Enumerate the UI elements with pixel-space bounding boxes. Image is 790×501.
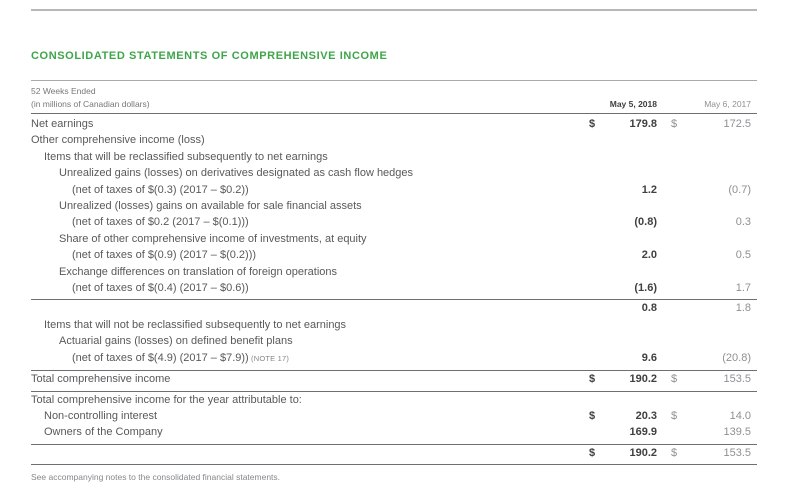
value-2018: 9.6 [641,351,657,364]
value-2017: 153.5 [723,373,751,386]
value-2018: 190.2 [629,373,657,386]
table-row: (net of taxes of $(0.4) (2017 – $0.6)) (1… [31,280,757,301]
row-label: (net of taxes of $(0.4) (2017 – $0.6)) [72,282,249,295]
value-2017: 153.5 [723,446,751,459]
table-row: 0.8 1.8 [31,300,757,316]
value-2017: 14.0 [729,409,751,422]
value-2018: (1.6) [634,282,657,295]
table-row: Other comprehensive income (loss) [31,132,757,148]
row-label: Net earnings [31,118,94,130]
table-row: Total comprehensive income for the year … [31,392,757,408]
value-2017: 139.5 [723,426,751,439]
currency-symbol-2018: $ [589,409,596,422]
table-row: Net earnings $179.8 $172.5 [31,116,757,132]
page-title: CONSOLIDATED STATEMENTS OF COMPREHENSIVE… [31,50,388,62]
row-label: Owners of the Company [44,426,163,439]
row-label: Exchange differences on translation of f… [59,265,338,278]
table-row: Actuarial gains (losses) on defined bene… [31,333,757,349]
table-row: Items that will not be reclassified subs… [31,317,757,333]
note-reference: (NOTE 17) [248,353,290,363]
currency-symbol-2017: $ [671,409,678,422]
comprehensive-income-table: 52 Weeks Ended (in millions of Canadian … [31,80,757,466]
table-row: Non-controlling interest $20.3 $14.0 [31,408,757,424]
currency-symbol-2018: $ [589,118,596,130]
row-label: Unrealized gains (losses) on derivatives… [59,167,414,180]
value-2018: (0.8) [634,216,657,229]
table-row: Items that will be reclassified subseque… [31,149,757,165]
table-row: Owners of the Company 169.9 139.5 [31,424,757,445]
row-label: Actuarial gains (losses) on defined bene… [59,335,293,348]
table-header: 52 Weeks Ended (in millions of Canadian … [31,81,757,114]
table-row: Unrealized (losses) gains on available f… [31,198,757,214]
currency-symbol-2017: $ [671,118,678,130]
row-label: Share of other comprehensive income of i… [59,232,367,245]
row-label: Unrealized (losses) gains on available f… [59,200,362,213]
table-row: Total comprehensive income $190.2 $153.5 [31,371,757,392]
table-row: Exchange differences on translation of f… [31,264,757,280]
value-2018: 20.3 [635,409,657,422]
value-2018: 2.0 [641,249,657,262]
row-label: (net of taxes of $(0.9) (2017 – $(0.2))) [72,249,257,262]
value-2018: 190.2 [629,446,657,459]
row-label: Items that will not be reclassified subs… [44,318,347,331]
value-2017: (20.8) [722,351,751,364]
value-2018: 169.9 [629,426,657,439]
table-row: Share of other comprehensive income of i… [31,231,757,247]
value-2017: 0.5 [735,249,751,262]
value-2018: 0.8 [641,302,657,315]
table-row: (net of taxes of $(0.3) (2017 – $0.2)) 1.… [31,182,757,198]
table-header-row: (in millions of Canadian dollars) May 5,… [31,97,751,111]
value-2017: (0.7) [728,183,751,196]
units-label: (in millions of Canadian dollars) [31,99,150,109]
row-label: Non-controlling interest [44,409,158,422]
table-row: (net of taxes of $(0.9) (2017 – $(0.2)))… [31,247,757,263]
top-divider [31,9,757,11]
value-2018: 179.8 [629,118,657,130]
table-row: $190.2 $153.5 [31,445,757,466]
row-label: Other comprehensive income (loss) [31,134,205,147]
period-label: 52 Weeks Ended [31,86,96,96]
value-2017: 0.3 [735,216,751,229]
row-label: Items that will be reclassified subseque… [44,150,328,163]
footnote: See accompanying notes to the consolidat… [31,472,281,483]
value-2017: 172.5 [723,118,751,130]
row-label: Total comprehensive income [31,373,171,386]
row-label: Total comprehensive income for the year … [31,393,302,406]
value-2017: 1.8 [735,302,751,315]
currency-symbol-2017: $ [671,373,678,386]
row-label: (net of taxes of $(4.9) (2017 – $7.9)) (… [72,351,290,364]
column-header-2017: May 6, 2017 [704,99,751,109]
table-row: (net of taxes of $(4.9) (2017 – $7.9)) (… [31,350,757,372]
column-header-2018: May 5, 2018 [609,99,657,109]
table-row: (net of taxes of $0.2 (2017 – $(0.1))) (0… [31,214,757,230]
table-row: Unrealized gains (losses) on derivatives… [31,165,757,181]
currency-symbol-2018: $ [589,373,596,386]
currency-symbol-2017: $ [671,446,678,459]
table-body: Net earnings $179.8 $172.5 Other comprehens… [31,114,757,466]
row-label: (net of taxes of $(0.3) (2017 – $0.2)) [72,183,249,196]
value-2017: 1.7 [735,282,751,295]
currency-symbol-2018: $ [589,446,596,459]
value-2018: 1.2 [641,183,657,196]
row-label: (net of taxes of $0.2 (2017 – $(0.1))) [72,216,249,229]
